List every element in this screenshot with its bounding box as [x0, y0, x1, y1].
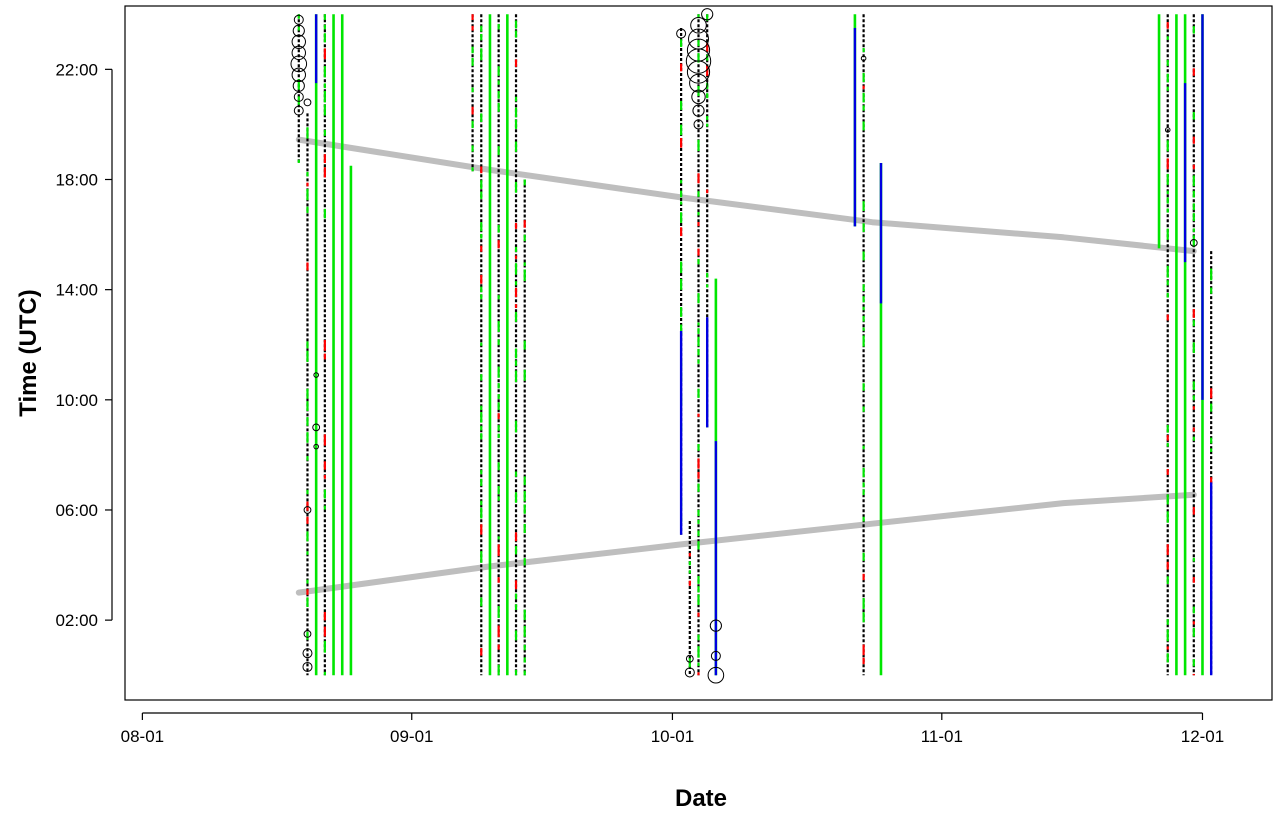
detection-circle [303, 506, 312, 514]
x-axis-title: Date [675, 785, 727, 812]
detection-circle [685, 654, 694, 663]
plot-area [124, 5, 1273, 701]
detection-circles [290, 8, 1198, 684]
twilight-line [295, 491, 1197, 596]
detection-circle [1164, 127, 1171, 133]
y-tick-label: 10:00 [55, 391, 98, 410]
detection-circle [291, 45, 306, 61]
detection-circle [689, 73, 708, 93]
x-tick-label: 10-01 [651, 727, 694, 746]
detection-circle [860, 55, 867, 62]
detection-circle [302, 661, 313, 672]
y-tick-label: 18:00 [55, 171, 98, 190]
detection-circle [291, 67, 306, 83]
detection-circle [685, 48, 712, 74]
detection-circle [686, 60, 711, 84]
detection-circle [291, 34, 306, 50]
detection-circle [290, 55, 308, 73]
x-tick-label: 08-01 [121, 727, 164, 746]
detection-circle [676, 28, 687, 39]
detection-circle [710, 650, 721, 661]
detection-circle [292, 24, 305, 37]
detection-circle [701, 8, 714, 21]
y-tick-label: 14:00 [55, 281, 98, 300]
x-tick-label: 09-01 [390, 727, 433, 746]
x-axis: 08-01 09-01 10-01 11-01 12-01 [121, 712, 1224, 746]
detection-circle [1189, 238, 1198, 247]
detection-circle [709, 619, 722, 632]
detection-circle [707, 666, 725, 684]
detection-columns [297, 14, 1213, 676]
x-tick-label: 12-01 [1181, 727, 1224, 746]
detection-circle [293, 14, 304, 25]
detection-circle [692, 104, 705, 117]
detection-circle [303, 630, 312, 638]
detection-circle [292, 79, 305, 92]
detection-circle [312, 423, 321, 432]
detection-circle [302, 648, 313, 659]
detection-circle [693, 119, 704, 130]
detection-circle [293, 91, 304, 102]
y-axis-title: Time (UTC) [15, 289, 42, 417]
detection-circle [293, 105, 304, 116]
twilight-lines [295, 136, 1197, 596]
detection-circle [684, 667, 695, 678]
detection-circle [691, 89, 706, 105]
detection-circle [313, 443, 319, 450]
twilight-line [295, 136, 1197, 255]
detection-circle [313, 372, 319, 378]
x-tick-label: 11-01 [921, 727, 963, 746]
y-axis: 02:00 06:00 10:00 14:00 18:00 22:00 [55, 60, 113, 630]
y-tick-label: 22:00 [55, 60, 98, 79]
y-tick-label: 06:00 [55, 501, 98, 520]
detection-circle [690, 16, 707, 34]
y-tick-label: 02:00 [55, 611, 98, 630]
detection-circle [303, 98, 312, 107]
